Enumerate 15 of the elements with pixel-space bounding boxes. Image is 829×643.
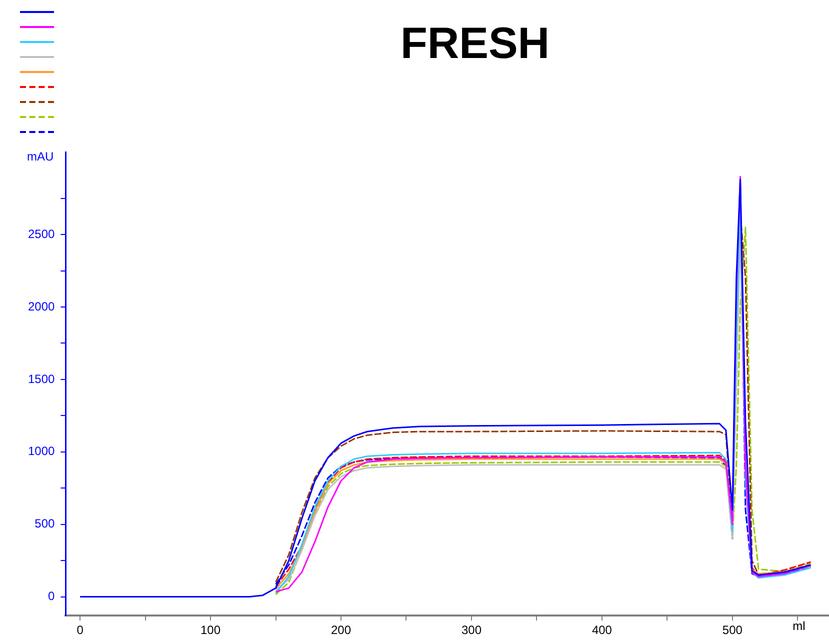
y-tick-label: 1500	[28, 372, 56, 386]
x-tick-label: 500	[722, 623, 743, 638]
x-tick-label: 400	[592, 623, 612, 638]
x-tick-label: 200	[330, 623, 352, 638]
y-tick-label: 1000	[28, 444, 56, 458]
x-axis-title: ml	[792, 618, 806, 633]
chart-title: FRESH	[400, 19, 550, 68]
y-axis-title: mAU	[27, 149, 54, 164]
y-tick-label: 2500	[28, 226, 56, 241]
y-tick-label: 2000	[28, 299, 56, 314]
x-tick-label: 0	[76, 623, 84, 638]
x-tick-label: 100	[200, 623, 221, 638]
y-tick-label: 0	[48, 589, 56, 604]
x-tick-label: 300	[461, 623, 482, 638]
y-tick-label: 500	[34, 516, 56, 531]
